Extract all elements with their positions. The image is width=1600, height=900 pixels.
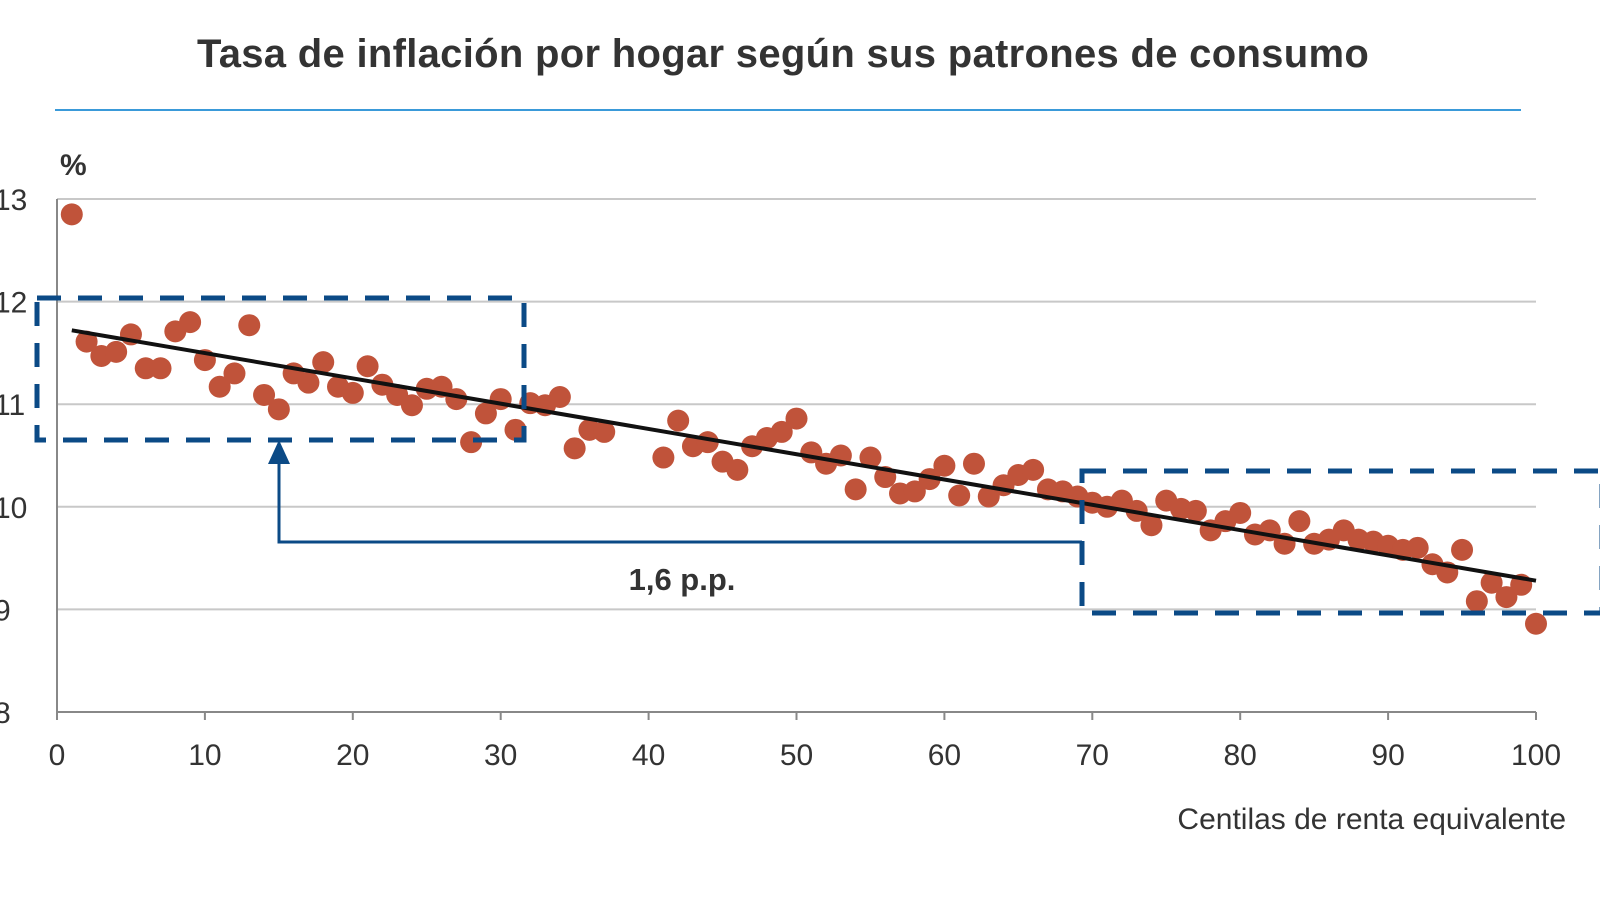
data-point [1288,510,1311,533]
data-point [726,458,749,481]
y-axis-unit: % [60,149,87,182]
y-tick-label: 9 [0,594,11,627]
annotations: 1,6 p.p. [34,295,1600,616]
data-point [593,420,616,443]
data-point [1184,499,1207,522]
data-point [75,330,98,353]
tick-labels: 8 9 10 11 12 13 0 10 20 30 40 50 60 70 80 90 100 [0,184,1561,772]
data-point [652,446,675,469]
trend-line [71,328,1537,583]
y-tick-label: 13 [0,184,27,217]
data-point [548,386,571,409]
data-point [223,362,246,385]
x-tick-label: 50 [780,739,813,772]
data-point [297,371,320,394]
axes [56,199,1537,720]
data-point [962,452,985,475]
data-point [1495,586,1518,609]
data-point [1140,514,1163,537]
data-point [844,478,867,501]
data-point [312,351,335,374]
data-point [253,383,276,406]
data-point [1451,538,1474,561]
data-point [1465,590,1488,613]
x-tick-label: 80 [1224,739,1257,772]
data-point [1525,612,1547,635]
data-point [933,454,956,477]
data-point [1406,536,1429,559]
x-tick-label: 30 [484,739,517,772]
trend-line-group [71,328,1537,583]
x-tick-label: 0 [49,739,66,772]
data-point [1022,458,1045,481]
data-point [267,398,290,421]
x-axis-label: Centilas de renta equivalente [1177,803,1566,836]
data-point [400,394,423,417]
data-point [474,402,497,425]
x-tick-label: 10 [188,739,221,772]
data-point [948,484,971,507]
difference-connector [277,458,1082,544]
data-point [149,357,172,380]
data-point [460,431,483,454]
data-point [179,311,202,334]
y-tick-label: 12 [0,287,27,320]
x-tick-label: 40 [632,739,665,772]
x-tick-label: 20 [336,739,369,772]
y-tick-label: 8 [0,697,11,730]
data-point [918,468,941,491]
difference-label: 1,6 p.p. [629,562,736,597]
chart-title: Tasa de inflación por hogar según sus pa… [196,32,1370,76]
data-point [105,340,128,363]
data-point [356,355,379,378]
arrow-up-icon [268,440,290,464]
data-point [770,420,793,443]
x-tick-label: 60 [928,739,961,772]
data-point [785,407,808,430]
data-point [341,381,364,404]
gridlines [57,198,1536,611]
x-tick-label: 90 [1371,739,1404,772]
x-tick-label: 70 [1076,739,1109,772]
data-point [903,480,926,503]
data-point [859,446,882,469]
data-point [238,314,261,337]
highlight-box-low-income [34,295,527,443]
data-point [1480,571,1503,594]
data-point [208,375,231,398]
data-point [60,203,83,226]
x-tick-label: 100 [1511,739,1561,772]
data-point [1229,501,1252,524]
data-point [504,418,527,441]
data-point [563,437,586,460]
data-points [60,203,1547,635]
title-rule [55,109,1521,111]
data-point [667,409,690,432]
y-tick-label: 11 [0,389,25,422]
y-tick-label: 10 [0,492,27,525]
